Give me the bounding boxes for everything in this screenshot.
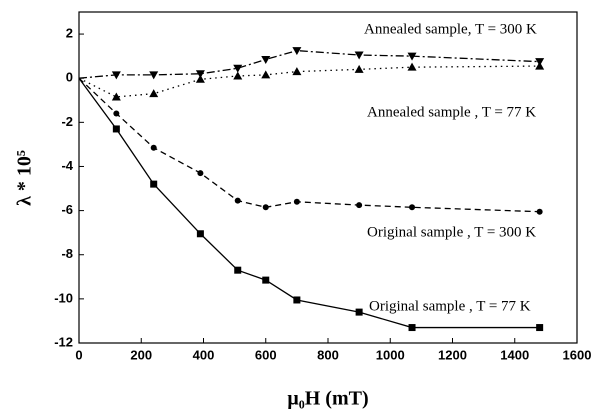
x-tick-label: 800: [317, 347, 339, 362]
marker: [233, 71, 243, 80]
x-axis-title: μ₀H (mT): [287, 388, 368, 410]
y-tick-label: -12: [54, 334, 73, 349]
marker: [536, 324, 544, 332]
x-tick-label: 400: [193, 347, 215, 362]
x-tick-label: 1000: [376, 347, 405, 362]
marker: [261, 55, 271, 64]
series-line: [78, 49, 540, 79]
series-line: [78, 65, 540, 98]
marker: [262, 276, 270, 284]
marker: [407, 52, 417, 61]
marker: [292, 67, 302, 76]
y-tick-label: -8: [61, 246, 73, 261]
y-tick-label: -4: [61, 158, 73, 173]
series-line: [78, 77, 540, 213]
y-tick-label: -2: [61, 114, 73, 129]
marker: [234, 197, 241, 204]
marker: [149, 71, 159, 80]
marker: [262, 204, 269, 211]
y-tick-label: 2: [66, 26, 73, 41]
series-annotation: Annealed sample, T = 300 K: [364, 21, 537, 37]
marker: [293, 296, 301, 304]
marker: [149, 89, 159, 98]
marker: [293, 198, 300, 205]
marker: [111, 71, 121, 80]
series-annotation: Original sample , T = 77 K: [369, 298, 531, 314]
marker: [197, 170, 204, 177]
marker: [234, 266, 242, 274]
x-tick-label: 600: [255, 347, 277, 362]
marker: [354, 51, 364, 60]
marker: [535, 61, 545, 70]
marker: [195, 74, 205, 83]
marker: [150, 144, 157, 151]
x-tick-label: 1400: [500, 347, 529, 362]
marker: [356, 202, 363, 209]
series-annotation: Annealed sample , T = 77 K: [367, 104, 536, 120]
marker: [113, 110, 120, 117]
marker: [150, 180, 158, 188]
y-tick-label: -6: [61, 202, 73, 217]
marker: [195, 70, 205, 79]
plot-frame: [78, 11, 578, 344]
marker: [409, 204, 416, 211]
y-tick-label: 0: [66, 70, 73, 85]
marker: [407, 62, 417, 71]
marker: [408, 324, 416, 332]
marker: [292, 47, 302, 56]
marker: [261, 70, 271, 79]
marker: [112, 125, 120, 133]
marker: [354, 64, 364, 73]
series-line: [78, 77, 540, 329]
x-tick-label: 1200: [438, 347, 467, 362]
x-tick-label: 200: [130, 347, 152, 362]
x-tick-label: 1600: [563, 347, 592, 362]
marker: [355, 308, 363, 316]
marker: [111, 92, 121, 101]
x-tick-label: 0: [75, 347, 82, 362]
series-annotation: Original sample , T = 300 K: [367, 224, 536, 240]
marker: [233, 64, 243, 73]
marker: [536, 208, 543, 215]
marker: [196, 230, 204, 238]
y-axis-title: λ * 10⁵: [14, 150, 36, 206]
y-tick-label: -10: [54, 290, 73, 305]
